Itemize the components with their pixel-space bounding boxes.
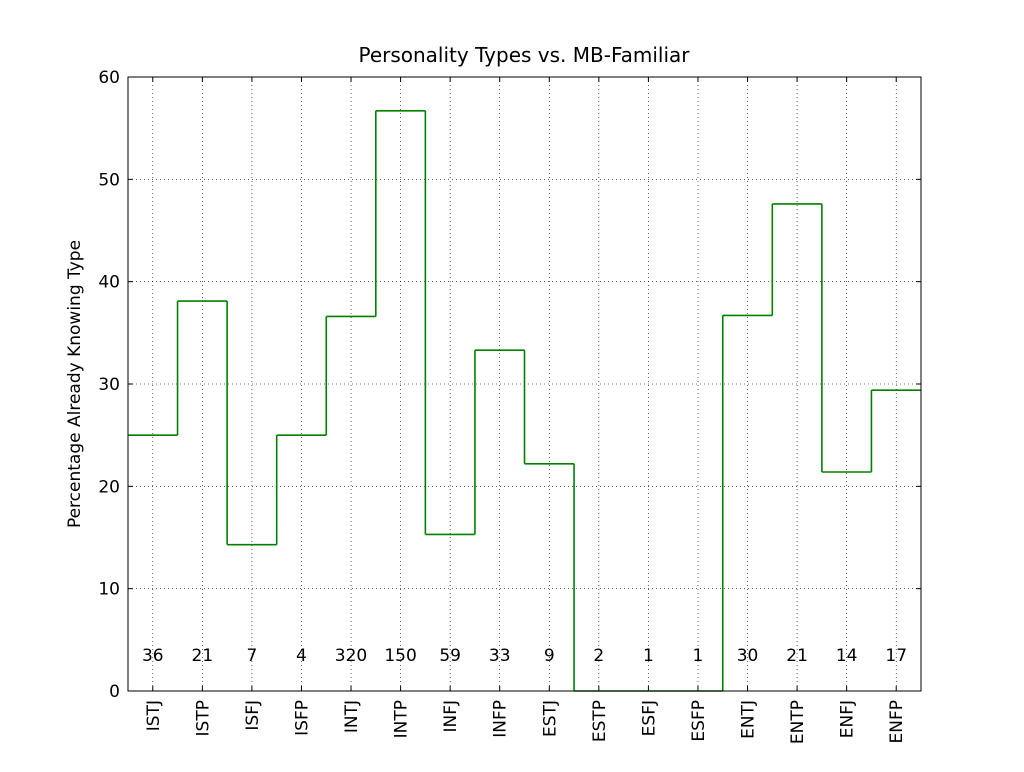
count-label: 1 [643, 646, 654, 666]
count-label: 2 [593, 646, 604, 666]
x-tick-label: INFP [491, 700, 511, 738]
count-label: 1 [693, 646, 704, 666]
count-label: 7 [246, 646, 257, 666]
y-tick-label: 10 [98, 580, 120, 600]
count-label: 30 [737, 646, 759, 666]
x-tick-label: ISFJ [243, 700, 263, 731]
y-tick-label: 20 [98, 477, 120, 497]
x-tick-label: INFJ [441, 700, 461, 733]
x-tick-label: ENFP [887, 700, 907, 744]
x-tick-label: ISTP [193, 700, 213, 736]
count-label: 320 [335, 646, 367, 666]
count-label: 17 [885, 646, 907, 666]
x-tick-label: ESFP [689, 700, 709, 742]
x-tick-label: ESFJ [639, 700, 659, 736]
y-tick-label: 50 [98, 170, 120, 190]
count-label: 9 [544, 646, 555, 666]
count-label: 4 [296, 646, 307, 666]
x-tick-label: ESTP [590, 700, 610, 742]
y-tick-label: 60 [98, 68, 120, 88]
x-tick-label: ENTP [788, 700, 808, 744]
y-tick-label: 0 [109, 682, 120, 702]
chart-title: Personality Types vs. MB-Familiar [358, 43, 690, 67]
y-tick-label: 40 [98, 273, 120, 293]
x-tick-label: INTJ [342, 700, 362, 733]
count-label: 21 [192, 646, 214, 666]
x-tick-label: ENFJ [838, 700, 858, 738]
count-label: 59 [439, 646, 461, 666]
x-tick-label: ISTJ [144, 700, 164, 731]
count-label: 150 [384, 646, 416, 666]
y-axis-label: Percentage Already Knowing Type [65, 240, 85, 528]
x-tick-label: ENTJ [739, 700, 759, 739]
count-label: 21 [786, 646, 808, 666]
count-label: 36 [142, 646, 164, 666]
count-label: 33 [489, 646, 511, 666]
plot-frame [127, 76, 922, 692]
x-tick-label: ESTJ [540, 700, 560, 737]
x-tick-label: INTP [392, 700, 412, 738]
y-tick-label: 30 [98, 375, 120, 395]
x-tick-label: ISFP [292, 700, 312, 736]
count-label: 14 [836, 646, 858, 666]
